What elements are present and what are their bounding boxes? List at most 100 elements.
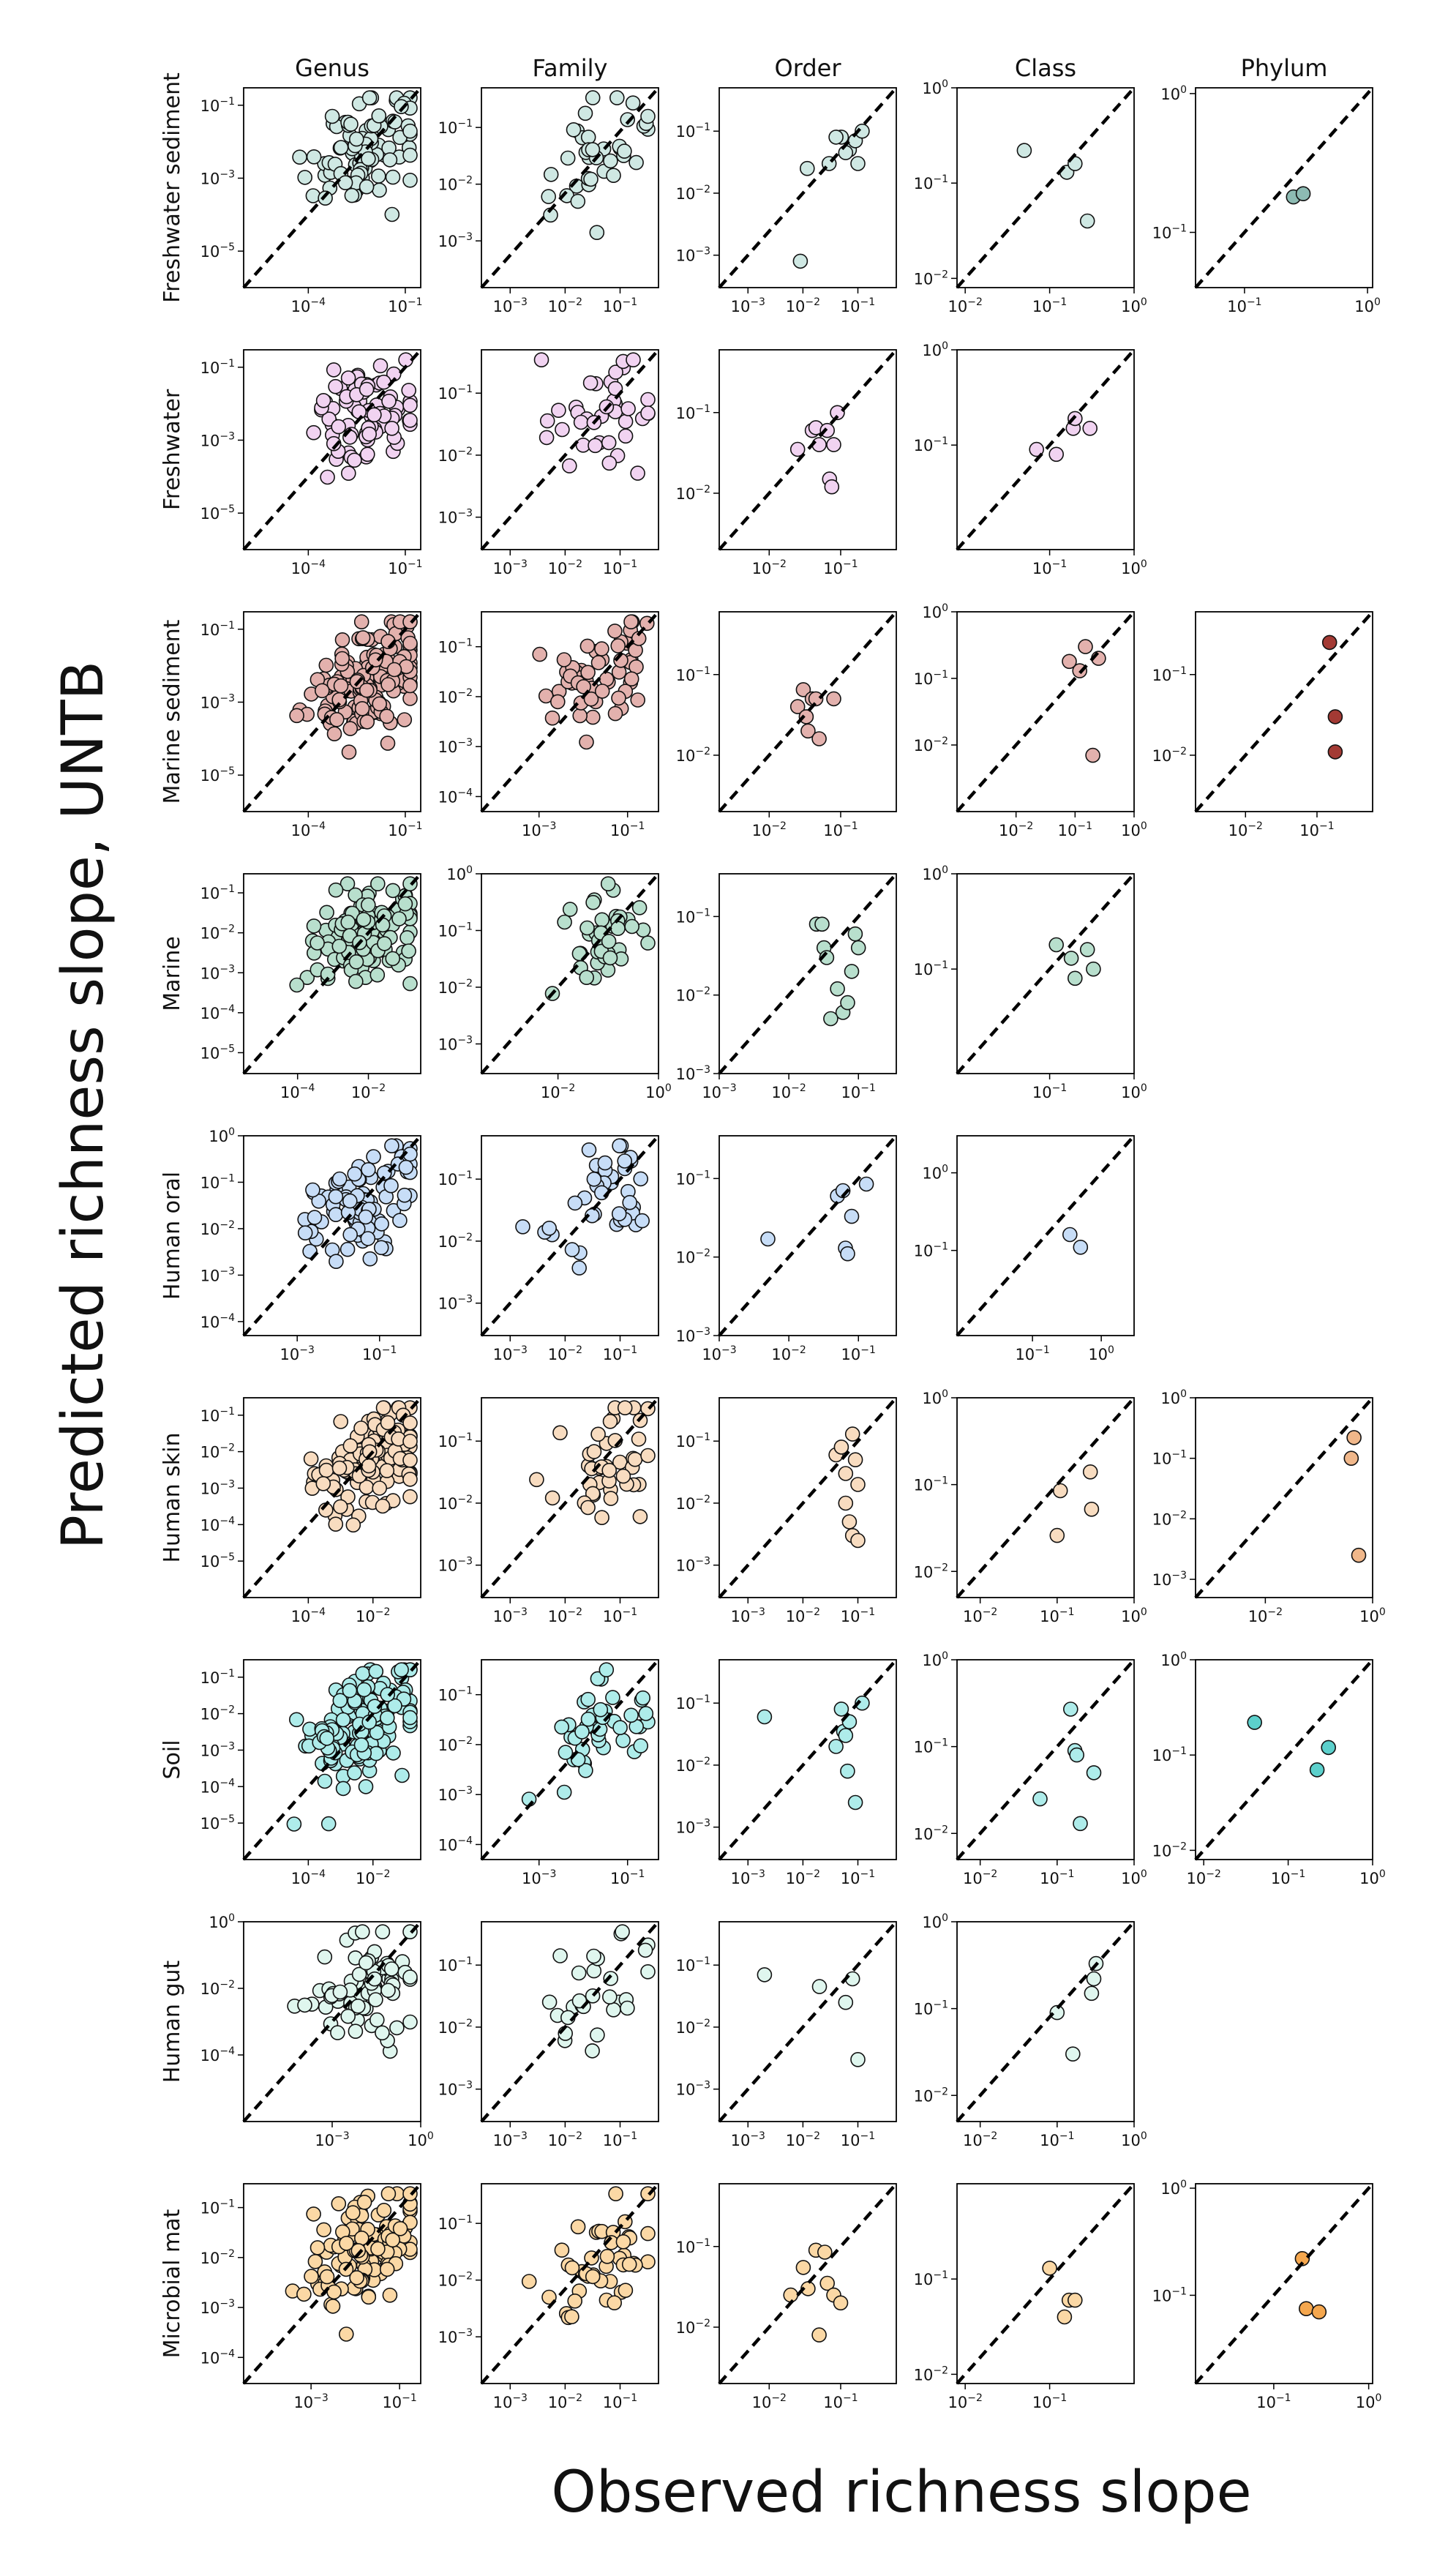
data-point bbox=[629, 154, 644, 171]
axes-frame bbox=[243, 349, 421, 550]
data-point bbox=[783, 2287, 798, 2303]
axes-frame bbox=[718, 611, 897, 812]
data-point bbox=[585, 90, 601, 105]
data-point bbox=[840, 1246, 855, 1262]
data-point bbox=[557, 914, 572, 930]
y-tick-label: 100 bbox=[209, 1912, 235, 1931]
panel-human-oral-class: 10−1 100 100 10−1 bbox=[914, 1134, 1136, 1363]
y-tick-label: 10−3 bbox=[676, 1556, 710, 1575]
y-tick-label: 10−1 bbox=[1152, 1449, 1187, 1468]
x-tick-label: 100 bbox=[1121, 296, 1147, 315]
y-tick-label: 10−3 bbox=[438, 231, 473, 250]
x-tick-label: 10−3 bbox=[731, 1868, 765, 1887]
data-point bbox=[1343, 1450, 1359, 1466]
data-point bbox=[638, 1706, 654, 1721]
panel-freshwater-class: 10−1 100 100 10−1 bbox=[914, 340, 1147, 577]
data-point bbox=[1078, 639, 1093, 654]
y-tick-label: 10−1 bbox=[438, 1169, 473, 1188]
points bbox=[1049, 1955, 1104, 2062]
data-point bbox=[1084, 1502, 1100, 1517]
data-point bbox=[607, 705, 623, 722]
data-point bbox=[373, 1240, 389, 1256]
identity-line bbox=[956, 348, 1136, 551]
panel-marine-class: 10−1 100 100 10−1 bbox=[914, 864, 1147, 1101]
y-tick-label: 10−2 bbox=[914, 1824, 948, 1843]
data-point bbox=[334, 651, 350, 667]
panel-human-skin-genus: 10−4 10−2 10−1 10−2 10−3 10−4 10−5 bbox=[200, 1396, 422, 1625]
data-point bbox=[397, 896, 413, 912]
data-point bbox=[594, 912, 610, 928]
data-point bbox=[332, 1693, 348, 1708]
data-point bbox=[640, 108, 656, 124]
data-point bbox=[580, 1691, 596, 1707]
axes-frame bbox=[956, 1397, 1135, 1598]
y-tick-label: 100 bbox=[922, 340, 948, 359]
panel-soil-class: 10−2 10−1 100 100 10−1 10−2 bbox=[914, 1650, 1147, 1887]
data-point bbox=[314, 683, 330, 699]
data-point bbox=[1068, 970, 1083, 986]
x-tick-label: 10−2 bbox=[786, 2130, 820, 2149]
data-point bbox=[607, 624, 623, 639]
data-point bbox=[292, 149, 307, 165]
identity-line bbox=[242, 1658, 422, 1861]
data-point bbox=[306, 149, 322, 165]
y-tick-label: 10−2 bbox=[914, 2086, 948, 2105]
data-point bbox=[611, 1206, 627, 1221]
data-point bbox=[309, 2240, 326, 2255]
y-tick-label: 10−3 bbox=[676, 1064, 710, 1083]
data-point bbox=[356, 912, 372, 927]
data-point bbox=[342, 1227, 359, 1243]
data-point bbox=[850, 940, 866, 956]
data-point bbox=[615, 1924, 630, 1939]
data-point bbox=[789, 699, 806, 714]
data-point bbox=[337, 175, 353, 190]
data-point bbox=[1068, 2292, 1083, 2308]
data-point bbox=[348, 2023, 364, 2039]
data-point bbox=[317, 1773, 333, 1789]
panel-microbial-mat-class: 10−2 10−1 10−1 10−2 bbox=[914, 2182, 1136, 2411]
points bbox=[789, 682, 841, 746]
column-title-family: Family bbox=[533, 54, 608, 82]
data-point bbox=[361, 1714, 378, 1730]
data-point bbox=[811, 1979, 828, 1994]
data-point bbox=[558, 1745, 574, 1760]
data-point bbox=[850, 1477, 866, 1492]
data-point bbox=[618, 428, 634, 444]
data-point bbox=[1086, 1765, 1102, 1781]
data-point bbox=[633, 1738, 649, 1753]
panel-human-skin-family: 10−3 10−2 10−1 10−1 10−2 10−3 bbox=[438, 1396, 660, 1625]
axes-frame bbox=[718, 87, 897, 288]
data-point bbox=[838, 1994, 854, 2010]
x-tick-label: 10−1 bbox=[603, 2392, 637, 2411]
data-point bbox=[789, 441, 806, 457]
x-tick-label: 10−1 bbox=[823, 2392, 858, 2411]
panel-human-skin-order: 10−3 10−2 10−1 10−1 10−2 10−3 bbox=[676, 1396, 898, 1625]
data-point bbox=[342, 721, 359, 736]
data-point bbox=[578, 1763, 593, 1778]
x-tick-label: 10−2 bbox=[948, 296, 982, 315]
data-point bbox=[329, 711, 345, 727]
panel-microbial-mat-family: 10−3 10−2 10−1 10−1 10−2 10−3 bbox=[438, 2182, 660, 2411]
data-point bbox=[855, 1695, 870, 1711]
axes-frame bbox=[718, 1135, 897, 1336]
column-title-class: Class bbox=[1015, 54, 1076, 82]
identity-line bbox=[718, 1920, 898, 2123]
data-point bbox=[402, 123, 418, 139]
data-point bbox=[606, 2002, 621, 2018]
panel-human-gut-genus: 10−3 100 100 10−2 10−4 bbox=[200, 1912, 434, 2149]
data-point bbox=[622, 1194, 638, 1210]
data-point bbox=[402, 1434, 418, 1449]
data-point bbox=[384, 1138, 399, 1153]
data-point bbox=[539, 413, 555, 429]
y-tick-label: 10−3 bbox=[438, 1034, 473, 1053]
axes-frame bbox=[1195, 1397, 1373, 1598]
data-point bbox=[574, 1724, 590, 1740]
x-tick-label: 100 bbox=[1121, 1082, 1147, 1101]
data-point bbox=[564, 2309, 579, 2324]
data-point bbox=[401, 383, 417, 398]
data-point bbox=[375, 1924, 391, 1939]
panel-soil-phylum: 10−2 10−1 100 100 10−1 10−2 bbox=[1152, 1650, 1386, 1887]
y-tick-label: 10−1 bbox=[1152, 1745, 1187, 1764]
data-point bbox=[633, 1171, 649, 1187]
data-point bbox=[387, 1698, 402, 1714]
